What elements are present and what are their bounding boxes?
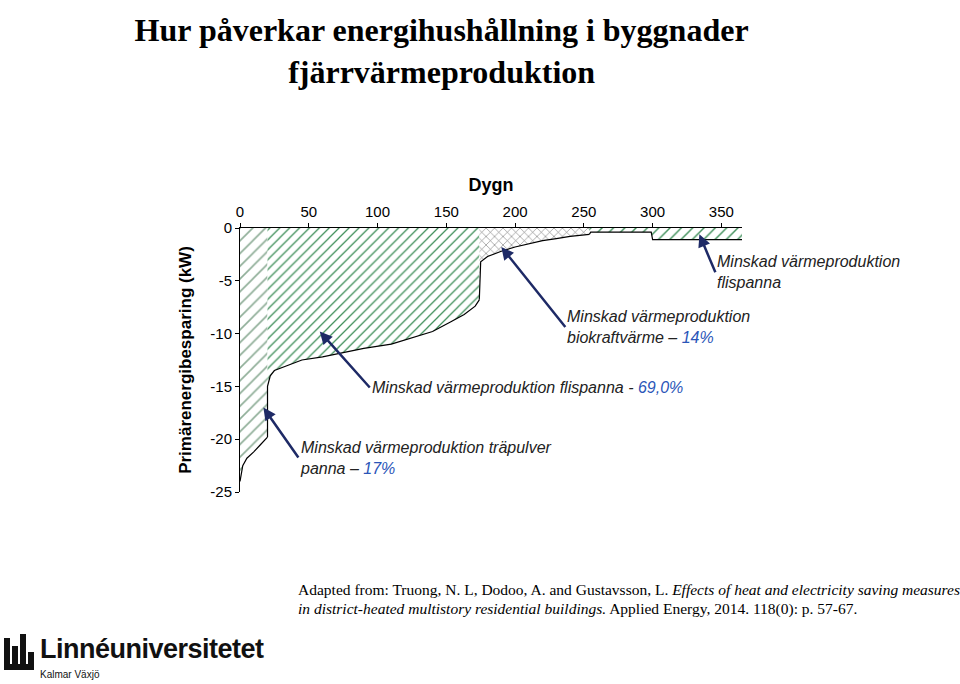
html-text:Kalmar Växjö: Kalmar Växjö — [40, 669, 100, 680]
svg-text:200: 200 — [503, 203, 528, 220]
svg-text:300: 300 — [640, 203, 665, 220]
svg-text:-25: -25 — [210, 483, 232, 500]
svg-text:Primärenergibesparing (kW): Primärenergibesparing (kW) — [176, 246, 195, 474]
svg-text:0: 0 — [224, 219, 232, 236]
html-text:Linnéuniversitetet: Linnéuniversitetet — [40, 634, 264, 664]
svg-text:Minskad värmeproduktionbiokraf: Minskad värmeproduktionbiokraftvärme – 1… — [567, 308, 750, 346]
svg-text:50: 50 — [300, 203, 317, 220]
svg-text:250: 250 — [571, 203, 596, 220]
svg-text:Minskad värmeproduktion flispa: Minskad värmeproduktion flispanna - 69,0… — [372, 379, 683, 396]
svg-text:Minskad värmeproduktionflispan: Minskad värmeproduktionflispanna — [717, 253, 900, 291]
svg-text:Hur påverkar energihushållning: Hur påverkar energihushållning i byggnad… — [135, 12, 749, 90]
svg-text:-5: -5 — [219, 272, 232, 289]
svg-text:Minskad värmeproduktion träpul: Minskad värmeproduktion träpulverpanna –… — [300, 439, 552, 477]
svg-text:-20: -20 — [210, 430, 232, 447]
svg-text:-15: -15 — [210, 378, 232, 395]
svg-text:100: 100 — [365, 203, 390, 220]
svg-text:Dygn: Dygn — [469, 175, 514, 195]
svg-text:150: 150 — [434, 203, 459, 220]
svg-text:-10: -10 — [210, 325, 232, 342]
svg-text:350: 350 — [709, 203, 734, 220]
html-text:Adapted from: Truong, N. L, Do: Adapted from: Truong, N. L, Dodoo, A. an… — [298, 581, 960, 617]
svg-text:0: 0 — [236, 203, 244, 220]
